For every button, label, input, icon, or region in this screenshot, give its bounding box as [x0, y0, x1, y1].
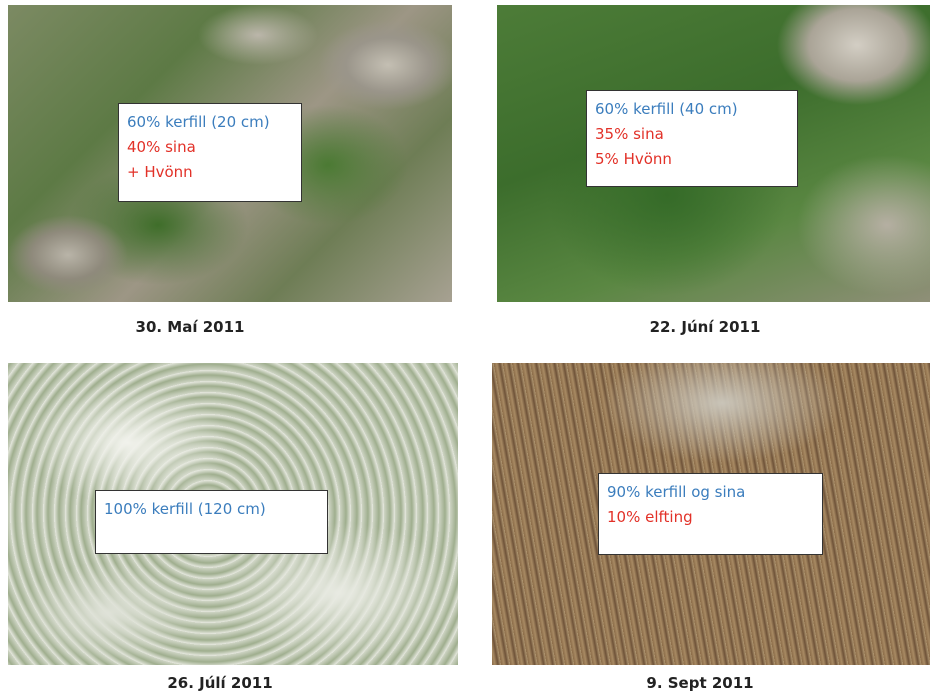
caption: 30. Maí 2011: [40, 318, 340, 336]
caption: 9. Sept 2011: [550, 674, 850, 692]
photo-grid: 60% kerfill (20 cm)40% sina+ Hvönn 30. Ma…: [0, 0, 932, 700]
caption: 26. Júlí 2011: [70, 674, 370, 692]
label-line: + Hvönn: [127, 160, 293, 185]
label-line: 40% sina: [127, 135, 293, 160]
label-line: 90% kerfill og sina: [607, 480, 814, 505]
caption: 22. Júní 2011: [555, 318, 855, 336]
label-line: 100% kerfill (120 cm): [104, 497, 319, 522]
label-box: 60% kerfill (20 cm)40% sina+ Hvönn: [118, 103, 302, 202]
label-box: 100% kerfill (120 cm): [95, 490, 328, 554]
label-line: 10% elfting: [607, 505, 814, 530]
label-line: 5% Hvönn: [595, 147, 789, 172]
label-line: 60% kerfill (20 cm): [127, 110, 293, 135]
label-line: 60% kerfill (40 cm): [595, 97, 789, 122]
label-line: 35% sina: [595, 122, 789, 147]
